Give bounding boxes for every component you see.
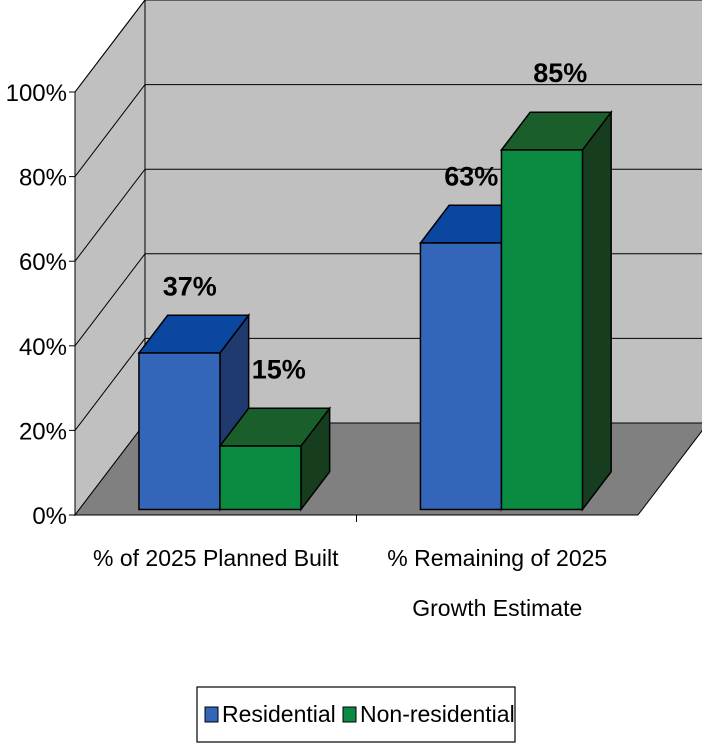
y-tick-label: 20%	[19, 418, 67, 445]
legend-swatch-residential	[204, 706, 219, 723]
data-label: 63%	[444, 161, 498, 191]
bar-non-residential-1	[499, 109, 613, 512]
y-tick-label: 80%	[19, 165, 67, 192]
bar-side	[581, 109, 612, 512]
gridline	[74, 84, 702, 177]
y-tick-label: 40%	[19, 334, 67, 361]
legend-label: Residential	[222, 701, 336, 727]
bar-front	[138, 352, 221, 511]
category-label: Growth Estimate	[412, 595, 582, 621]
y-tick-label: 60%	[19, 249, 67, 276]
legend: Residential Non-residential	[196, 686, 516, 743]
floor-edge-line	[637, 430, 702, 516]
bar-front	[219, 445, 302, 511]
gridline	[74, 0, 702, 93]
bar-non-residential-0	[218, 406, 332, 512]
data-label: 15%	[252, 354, 306, 384]
data-labels: 37% 15% 63% 85%	[163, 58, 588, 384]
bar-front	[500, 149, 584, 511]
category-label: % Remaining of 2025	[387, 545, 607, 571]
bars	[137, 109, 613, 512]
category-labels: % of 2025 Planned Built % Remaining of 20…	[93, 545, 607, 621]
y-tick-label: 0%	[32, 503, 67, 530]
category-label: % of 2025 Planned Built	[93, 545, 339, 571]
data-label: 37%	[163, 271, 217, 301]
y-tick-label: 100%	[6, 80, 67, 107]
y-tick-labels: 0% 20% 40% 60% 80% 100%	[6, 80, 67, 530]
axes	[69, 91, 702, 522]
legend-swatch-non-residential	[342, 706, 357, 723]
bar-front	[419, 242, 503, 511]
legend-label: Non-residential	[360, 701, 515, 727]
data-label: 85%	[533, 58, 587, 88]
